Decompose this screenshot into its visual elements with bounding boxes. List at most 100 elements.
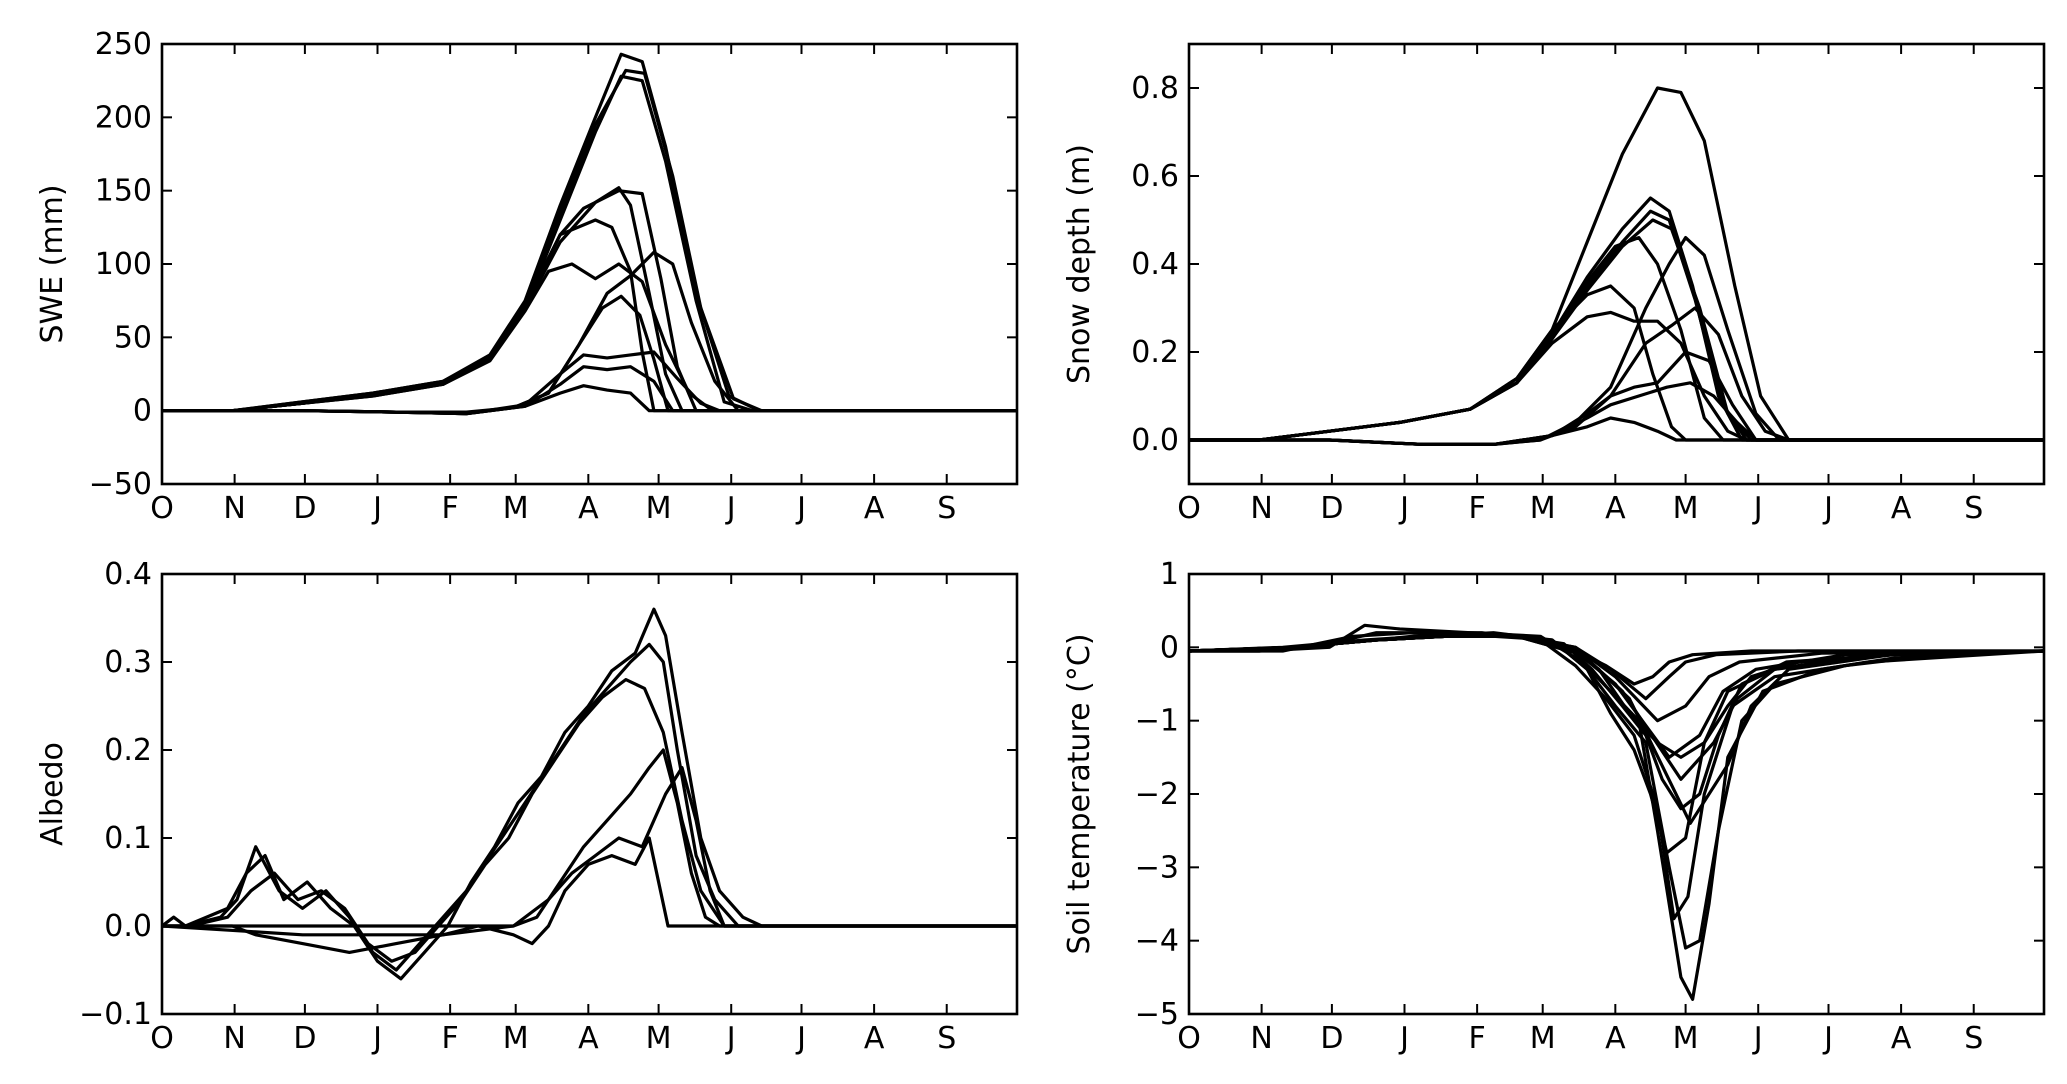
- series-line-2: [162, 68, 1017, 413]
- y-tick-label: 0.3: [104, 645, 152, 680]
- x-tick-label: N: [223, 491, 245, 526]
- series-line-6: [162, 218, 1017, 413]
- x-tick-label: M: [646, 491, 672, 526]
- x-tick-label: J: [725, 491, 736, 526]
- y-axis-label: SWE (mm): [35, 184, 70, 343]
- y-tick-label: −1: [1135, 704, 1179, 739]
- x-tick-label: M: [1673, 1021, 1699, 1056]
- y-tick-label: 0.0: [104, 909, 152, 944]
- y-axis-label: Soil temperature (°C): [1062, 633, 1097, 954]
- x-tick-label: M: [646, 1021, 672, 1056]
- x-tick-label: S: [1964, 1021, 1983, 1056]
- series-group: [162, 52, 1017, 416]
- x-tick-label: A: [864, 491, 885, 526]
- plot-frame: [160, 572, 1019, 1016]
- y-tick-label: 0: [133, 394, 152, 429]
- series-line-11: [162, 365, 1017, 416]
- x-tick-label: D: [293, 491, 316, 526]
- swe-panel: −50 0 50 100 150 200 250 O N D J F M A M J J A S SWE (mm): [35, 27, 1019, 526]
- series-line-3: [1189, 631, 2044, 921]
- y-tick-label: 0.4: [1131, 247, 1179, 282]
- y-tick-label: 150: [95, 174, 152, 209]
- x-tick-label: M: [1530, 491, 1556, 526]
- series-line-8: [1189, 236, 2044, 446]
- y-axis-label: Snow depth (m): [1062, 144, 1097, 384]
- series-line-5: [1189, 236, 2044, 442]
- series-line-1: [1189, 623, 2044, 1001]
- x-tick-label: A: [1605, 491, 1626, 526]
- series-line-6: [162, 766, 1017, 928]
- x-tick-label: J: [725, 1021, 736, 1056]
- y-tick-label: 100: [95, 247, 152, 282]
- y-tick-label: 0: [1160, 630, 1179, 665]
- y-tick-label: 250: [95, 27, 152, 62]
- x-tick-label: J: [371, 491, 382, 526]
- x-tick-label: A: [1891, 491, 1912, 526]
- series-line-12: [1189, 634, 2044, 825]
- series-group: [1189, 623, 2044, 1001]
- y-tick-label: −5: [1135, 997, 1179, 1032]
- series-line-7: [162, 262, 1017, 413]
- y-tick-label: 200: [95, 100, 152, 135]
- series-line-4: [1189, 218, 2044, 442]
- albedo-panel: −0.1 0.0 0.1 0.2 0.3 0.4 O N D J F M A M J J A S Albedo: [35, 557, 1019, 1056]
- series-line-7: [1189, 310, 2044, 442]
- x-tick-label: O: [150, 491, 174, 526]
- series-group: [162, 607, 1017, 981]
- plot-frame: [1187, 572, 2046, 1016]
- x-tick-label: A: [1891, 1021, 1912, 1056]
- series-line-1: [162, 642, 1017, 972]
- series-line-3: [162, 678, 1017, 963]
- x-tick-label: A: [578, 491, 599, 526]
- series-line-5: [162, 748, 1017, 937]
- x-tick-label: O: [150, 1021, 174, 1056]
- x-tick-label: M: [503, 491, 529, 526]
- series-group: [1189, 86, 2044, 446]
- x-tick-label: J: [1822, 1021, 1833, 1056]
- y-tick-label: 1: [1160, 557, 1179, 592]
- y-tick-label: −3: [1135, 850, 1179, 885]
- y-tick-label: 0.2: [1131, 335, 1179, 370]
- x-tick-label: A: [864, 1021, 885, 1056]
- y-tick-label: −2: [1135, 777, 1179, 812]
- y-tick-label: 0.1: [104, 821, 152, 856]
- x-tick-label: D: [1320, 1021, 1343, 1056]
- snow-depth-panel: 0.0 0.2 0.4 0.6 0.8 O N D J F M A M J J A S Snow depth (m…: [1062, 42, 2046, 526]
- y-axis-label: Albedo: [35, 742, 70, 846]
- series-line-12: [1189, 416, 2044, 446]
- x-tick-label: N: [1250, 1021, 1272, 1056]
- x-tick-label: A: [1605, 1021, 1626, 1056]
- series-line-2: [162, 607, 1017, 981]
- series-line-4: [162, 836, 1017, 954]
- x-tick-label: N: [223, 1021, 245, 1056]
- soil-temperature-panel: −5 −4 −3 −2 −1 0 1 O N D J F M A M J J A S Soil temperature…: [1062, 557, 2046, 1056]
- series-line-6: [1189, 284, 2044, 442]
- y-tick-label: 50: [114, 320, 152, 355]
- x-tick-label: S: [937, 491, 956, 526]
- series-line-11: [1189, 381, 2044, 446]
- x-tick-label: S: [937, 1021, 956, 1056]
- series-line-4: [1189, 631, 2044, 855]
- x-tick-label: S: [1964, 491, 1983, 526]
- y-tick-label: 0.6: [1131, 159, 1179, 194]
- series-line-10: [1189, 350, 2044, 446]
- x-tick-label: D: [293, 1021, 316, 1056]
- x-tick-label: J: [795, 1021, 806, 1056]
- x-tick-label: F: [1468, 491, 1485, 526]
- x-tick-label: M: [1530, 1021, 1556, 1056]
- x-tick-label: J: [1752, 491, 1763, 526]
- x-tick-label: D: [1320, 491, 1343, 526]
- plot-frame: [160, 42, 1019, 486]
- y-tick-label: −4: [1135, 924, 1179, 959]
- series-line-3: [162, 74, 1017, 413]
- x-tick-label: F: [441, 491, 458, 526]
- x-tick-label: J: [1398, 491, 1409, 526]
- x-tick-label: M: [503, 1021, 529, 1056]
- series-line-12: [162, 384, 1017, 416]
- x-tick-label: M: [1673, 491, 1699, 526]
- x-tick-label: A: [578, 1021, 599, 1056]
- y-tick-label: 0.4: [104, 557, 152, 592]
- x-tick-label: O: [1177, 1021, 1201, 1056]
- y-tick-label: 0.2: [104, 733, 152, 768]
